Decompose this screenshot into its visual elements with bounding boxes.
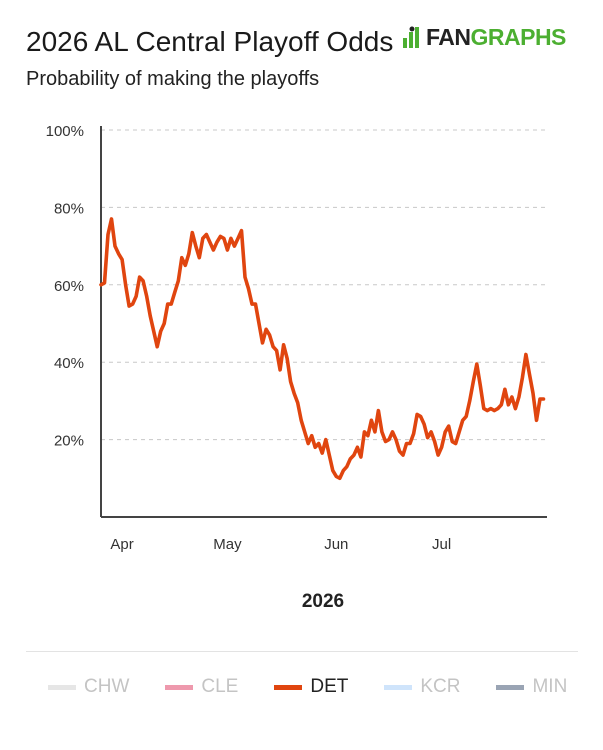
y-tick-label: 60%	[54, 278, 84, 295]
x-tick-label: Jul	[432, 536, 451, 553]
x-axis-ticks: Apr May Jun Jul	[110, 536, 451, 553]
legend-swatch	[48, 684, 76, 690]
fangraphs-logo-icon	[403, 26, 419, 48]
legend-item-det[interactable]: DET	[274, 676, 348, 698]
legend-swatch	[384, 684, 413, 690]
legend-swatch	[496, 684, 525, 690]
y-axis-ticks: 20% 40% 60% 80% 100%	[46, 123, 84, 450]
legend-item-cle[interactable]: CLE	[165, 676, 238, 698]
y-tick-label: 100%	[46, 123, 84, 140]
legend-item-min[interactable]: MIN	[496, 676, 567, 698]
series-lines	[99, 217, 546, 481]
chart-subtitle: Probability of making the playoffs	[26, 68, 320, 90]
x-tick-label: Jun	[324, 536, 348, 553]
legend-label: CHW	[84, 676, 130, 697]
logo-text-graphs: GRAPHS	[470, 23, 567, 50]
fangraphs-logo[interactable]: FAN GRAPHS	[398, 20, 570, 54]
x-tick-label: Apr	[110, 536, 133, 553]
x-axis-title: 2026	[302, 591, 344, 612]
series-line-det	[99, 217, 546, 481]
legend-label: DET	[310, 676, 349, 697]
logo-text-fan: FAN	[426, 23, 471, 50]
x-tick-label: May	[213, 536, 242, 553]
y-tick-label: 40%	[54, 355, 84, 372]
y-tick-label: 80%	[54, 200, 84, 217]
legend-label: MIN	[532, 676, 568, 697]
legend-label: KCR	[420, 676, 461, 697]
legend-item-kcr[interactable]: KCR	[384, 676, 460, 698]
legend-divider	[26, 651, 578, 652]
y-tick-label: 20%	[54, 433, 84, 450]
legend-swatch	[165, 684, 194, 690]
playoff-odds-chart: 20% 40% 60% 80% 100% Apr May Jun Jul 2026	[46, 123, 547, 612]
chart-title: 2026 AL Central Playoff Odds	[26, 26, 394, 57]
legend-item-chw[interactable]: CHW	[48, 676, 129, 698]
legend-label: CLE	[201, 676, 239, 697]
legend-swatch	[274, 684, 303, 690]
legend: CHW CLE DET KCR MIN	[48, 676, 603, 698]
